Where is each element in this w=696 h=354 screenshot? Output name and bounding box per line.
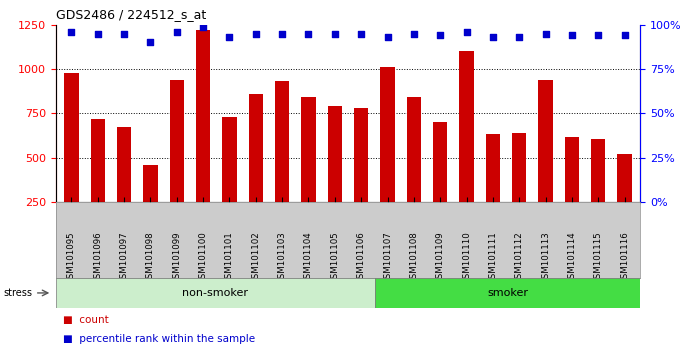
Point (514, 34, 525, 40)
Text: ■  percentile rank within the sample: ■ percentile rank within the sample (63, 333, 255, 344)
Bar (512, 133, 526, 246)
Bar (170, 80, 184, 246)
Point (66, 29, 77, 35)
Text: non-smoker: non-smoker (182, 288, 248, 298)
Text: smoker: smoker (487, 288, 528, 298)
Point (592, 33, 603, 38)
Bar (433, 122, 448, 246)
Bar (64, 73, 79, 246)
Point (409, 31, 420, 36)
Bar (222, 117, 237, 246)
Bar (486, 133, 500, 246)
Point (198, 24, 209, 29)
Point (118, 31, 129, 36)
Point (540, 31, 551, 36)
Point (382, 34, 393, 40)
Bar (117, 127, 132, 246)
Bar (301, 97, 316, 246)
Bar (354, 108, 368, 246)
Bar (328, 106, 342, 246)
Bar (380, 67, 395, 246)
Point (619, 33, 630, 38)
Bar (196, 30, 210, 246)
Bar (56, 278, 374, 308)
Point (329, 31, 340, 36)
Bar (374, 278, 640, 308)
Bar (617, 154, 632, 246)
Bar (538, 80, 553, 246)
Bar (406, 97, 421, 246)
Point (251, 31, 262, 36)
Bar (275, 81, 290, 246)
Point (303, 31, 314, 36)
Text: stress: stress (3, 288, 33, 298)
Text: GDS2486 / 224512_s_at: GDS2486 / 224512_s_at (56, 8, 206, 21)
Point (171, 29, 182, 35)
Bar (591, 139, 606, 246)
Point (145, 40, 156, 45)
Point (434, 33, 445, 38)
Bar (143, 165, 158, 246)
Point (224, 34, 235, 40)
Point (567, 33, 578, 38)
Text: ■  count: ■ count (63, 315, 109, 325)
Bar (564, 137, 579, 246)
Point (356, 31, 367, 36)
Bar (459, 51, 474, 246)
Point (461, 29, 472, 35)
Point (487, 34, 498, 40)
Point (93, 31, 104, 36)
Point (276, 31, 287, 36)
Bar (90, 119, 105, 246)
Bar (248, 94, 263, 246)
